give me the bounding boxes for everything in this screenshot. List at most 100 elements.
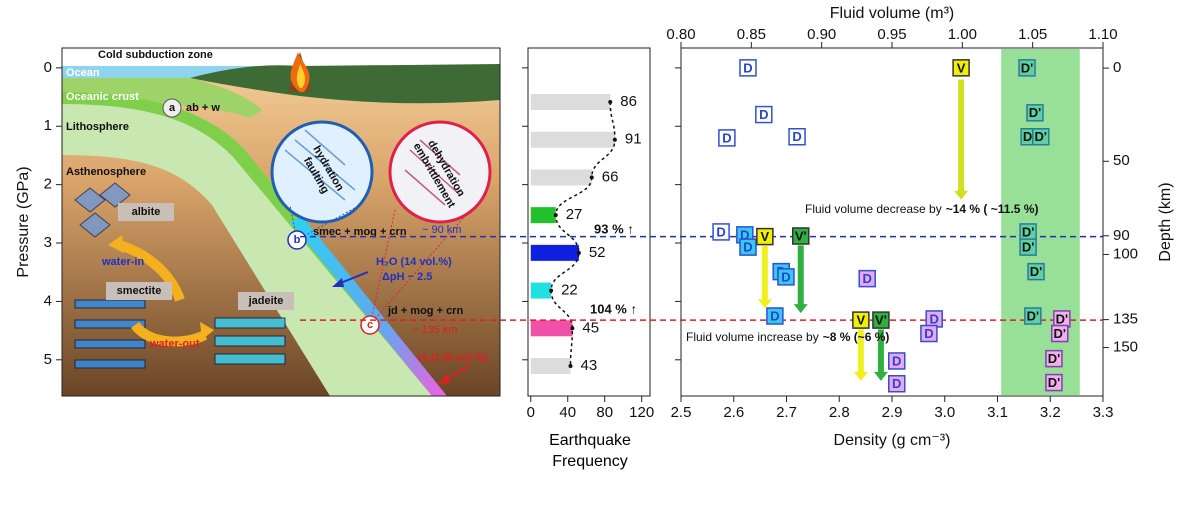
y-axis-label: Pressure (GPa) [15, 166, 32, 277]
x-tick-label: 2.9 [882, 404, 903, 421]
dehydration-texture [404, 139, 461, 206]
depth-label: ~ 90 km [422, 224, 461, 236]
marker [920, 324, 938, 343]
bar [530, 358, 571, 374]
marker [887, 352, 906, 370]
marker-label: D' [1029, 105, 1041, 120]
marker-label: D [743, 60, 752, 75]
x2-tick-label: 0.80 [666, 26, 695, 43]
shift-arrow-head [954, 190, 969, 200]
marker-label: D [863, 271, 872, 286]
value-label: 43 [581, 357, 598, 374]
slab-stripe [290, 216, 447, 396]
x-tick-label: 120 [629, 404, 654, 421]
flow-label: water-out [149, 338, 200, 350]
x-tick-label: 3.1 [987, 404, 1008, 421]
fluid-label: H₂O (8 vol.%) [418, 352, 488, 364]
annotation-text: Fluid volume decrease by [805, 202, 942, 216]
water-out-arrow [131, 321, 208, 347]
value-label: 52 [589, 244, 606, 261]
marker-label: V [857, 313, 866, 328]
y2-tick-label: 0 [1113, 59, 1121, 76]
albite-structure [74, 182, 131, 238]
layer-label: Ocean [66, 67, 100, 79]
x-tick-label: 3.2 [1040, 404, 1061, 421]
water-out-head [200, 322, 214, 340]
mineral-box [118, 203, 174, 221]
x2-axis-label: Fluid volume (m³) [830, 5, 954, 22]
dehydration-zoom [388, 120, 492, 224]
marker-label: D [781, 269, 790, 284]
x-axis-label: Earthquake Frequency [549, 432, 631, 470]
marker [852, 311, 870, 329]
marker [739, 59, 757, 77]
marker-label: D [924, 326, 933, 341]
annotation-emphasis: ~14 % ( ~11.5 %) [946, 202, 1039, 216]
bar [530, 94, 611, 110]
bar-x-label-box: Earthquake Frequency [549, 432, 631, 470]
mineral-structures [74, 182, 286, 369]
value-label: 86 [620, 93, 637, 110]
marker [712, 223, 730, 241]
hydration-zoom [270, 120, 374, 224]
marker [1027, 262, 1045, 281]
mineral-label: albite [132, 206, 161, 218]
water-in-arrow [116, 240, 185, 302]
shift-arrow [958, 79, 965, 192]
bar-end-dot [568, 364, 573, 368]
point-label: c [367, 319, 373, 331]
marker [766, 307, 784, 325]
marker-label: V' [795, 228, 807, 243]
y2-tick-label: 100 [1113, 245, 1138, 262]
y-tick-label: 1 [44, 117, 52, 134]
marker [1050, 324, 1069, 343]
marker-label: D' [1054, 326, 1066, 341]
marker-label: D [722, 130, 731, 145]
mineral-box [106, 282, 172, 300]
bar [530, 244, 579, 261]
marker [872, 311, 890, 329]
marker [1045, 373, 1063, 392]
y-tick-label: 2 [44, 176, 52, 193]
value-label: 66 [602, 168, 619, 185]
bar [530, 169, 592, 186]
layer-label: Asthenosphere [66, 166, 146, 178]
bar-end-dot [576, 250, 581, 255]
marker [1026, 104, 1044, 122]
fluid-label: ΔpH ~ 2.5 [382, 271, 432, 283]
jadeite-structure [214, 317, 286, 365]
layer-label: Oceanic crust [66, 91, 139, 103]
bar-frame [527, 47, 651, 397]
marker-label: D' [1022, 240, 1034, 255]
shift-arrow-head [873, 371, 888, 381]
value-label: 91 [625, 131, 642, 148]
x-tick-label: 2.5 [671, 404, 692, 421]
marker-label: D [743, 240, 752, 255]
y-tick-label: 4 [44, 292, 52, 309]
bar [530, 282, 552, 299]
subduction-diagram [62, 52, 500, 396]
x2-tick-label: 0.90 [807, 26, 836, 43]
value-label: 22 [561, 282, 578, 299]
x2-tick-label: 1.00 [948, 26, 977, 43]
annotation-emphasis: ~8 % (~6 %) [823, 330, 890, 344]
point-marker [162, 98, 182, 118]
shift-arrow [857, 329, 864, 373]
marker-label: D' [1021, 60, 1033, 75]
marker-label: D [792, 129, 801, 144]
marker-label: D' [1027, 308, 1039, 323]
marker-label: D [716, 224, 725, 239]
x2-tick-label: 1.05 [1018, 26, 1047, 43]
marker-label: D' [1056, 311, 1068, 326]
marker [718, 129, 736, 147]
y-tick-label: 0 [44, 59, 52, 76]
marker [1018, 59, 1036, 77]
marker-label: D [740, 227, 749, 242]
x-tick-label: 0 [527, 404, 535, 421]
marker-label: D [892, 353, 901, 368]
bar [530, 320, 573, 337]
shift-arrow-head [853, 371, 868, 381]
trend-line [550, 101, 616, 367]
reaction: jd + mog + crn [387, 305, 463, 317]
smectite-structure [74, 299, 146, 369]
